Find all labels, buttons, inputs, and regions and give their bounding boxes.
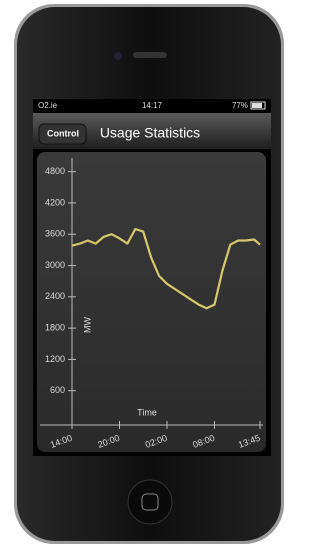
y-tick-label: 3600 [45,229,65,239]
carrier: O2.ie [38,101,58,110]
y-tick-label: 600 [50,385,65,395]
y-tick-label: 1800 [45,322,65,332]
camera [114,52,122,60]
battery-level [252,103,262,108]
nav-title: Usage Statistics [100,125,200,141]
y-tick-label: 4200 [45,197,65,207]
clock: 14:17 [142,101,163,110]
y-axis-label: MW [82,317,92,333]
phone-screenshot: O2.ie 14:17 77% Control Usage Statistics… [0,0,298,548]
y-tick-label: 1200 [45,354,65,364]
speaker [133,52,167,58]
y-tick-label: 3000 [45,260,65,270]
y-tick-label: 2400 [45,291,65,301]
control-button-label[interactable]: Control [47,128,79,138]
battery: 77% [232,101,248,110]
y-tick-label: 4800 [45,166,65,176]
home-button[interactable] [128,480,172,524]
x-axis-label: Time [137,407,157,417]
